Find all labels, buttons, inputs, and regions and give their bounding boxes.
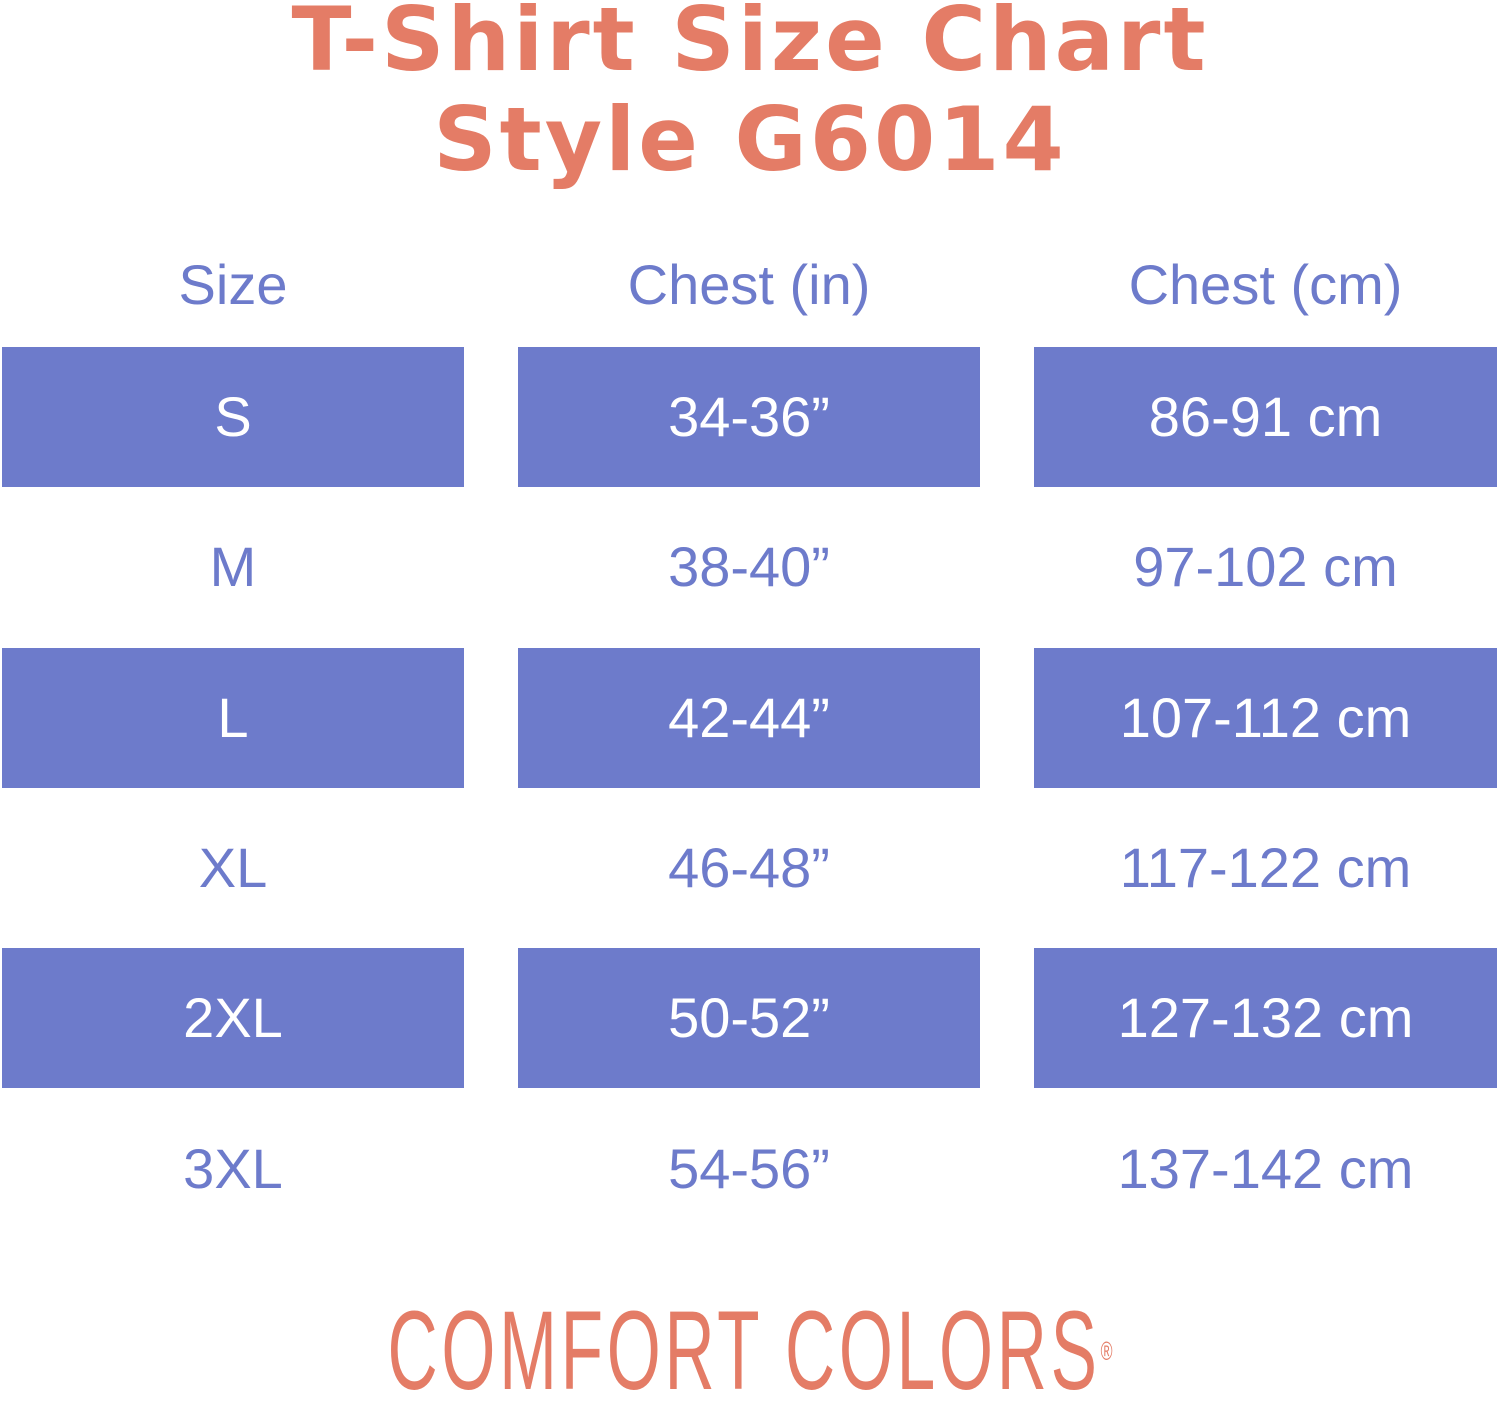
table-cell: M [209,535,257,599]
table-cell: 3XL [183,1136,283,1200]
table-cell: 127-132 cm [1034,948,1497,1089]
table-cell: 117-122 cm [1119,835,1412,899]
table-cell: S [2,347,464,487]
brand-logo: COMFORT COLORS® [387,1288,1113,1413]
table-cell: 46-48” [668,835,830,899]
column-header-chest-in: Chest (in) [627,253,871,316]
column-header-chest-cm: Chest (cm) [1128,253,1403,316]
page-title: T-Shirt Size Chart [291,0,1209,91]
table-cell: 54-56” [668,1136,830,1200]
column-header-size: Size [178,253,288,316]
table-cell: XL [198,835,268,899]
table-cell: 137-142 cm [1117,1136,1414,1200]
table-cell: 86-91 cm [1034,347,1497,487]
table-cell: 107-112 cm [1034,647,1497,788]
table-cell: 34-36” [518,347,980,487]
table-cell: 97-102 cm [1133,535,1398,599]
table-cell: 38-40” [668,535,830,599]
table-cell: 50-52” [518,948,980,1089]
table-cell: 2XL [2,948,464,1089]
table-cell: 42-44” [518,647,980,788]
table-cell: L [2,647,464,788]
page-subtitle: Style G6014 [433,88,1067,191]
